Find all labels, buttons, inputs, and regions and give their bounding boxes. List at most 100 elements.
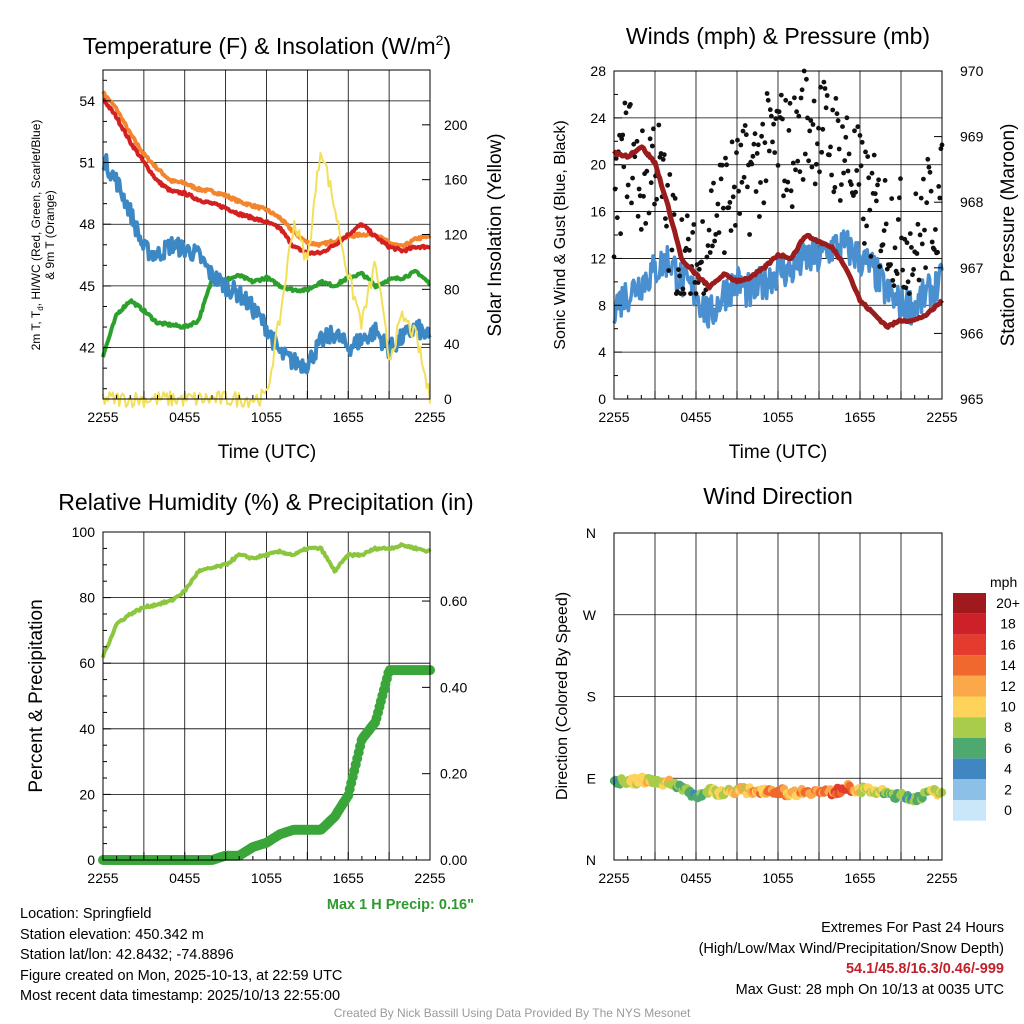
gust-point — [828, 144, 833, 150]
gust-point — [731, 184, 737, 190]
y2-tick-label: 965 — [960, 391, 984, 407]
gust-point — [877, 264, 883, 269]
gust-point — [739, 179, 745, 185]
gust-point — [723, 155, 728, 161]
legend-label: 6 — [1004, 740, 1012, 756]
x-tick-label: 2255 — [926, 409, 957, 425]
gust-point — [905, 279, 911, 285]
gust-point — [935, 249, 940, 255]
wind-panel: Winds (mph) & Pressure (mb) 2255 0455 1055… — [552, 23, 1019, 463]
gust-point — [869, 170, 875, 176]
gust-point — [897, 195, 902, 201]
gust-point — [646, 210, 652, 216]
gust-point — [795, 158, 801, 164]
gust-point — [757, 214, 762, 219]
gust-point — [788, 188, 794, 194]
gust-point — [854, 168, 860, 173]
station-info: Location: Springfield Station elevation:… — [20, 904, 342, 1007]
gust-point — [819, 149, 825, 155]
y-tick-label: 12 — [590, 250, 606, 266]
gust-point — [844, 115, 850, 121]
latlon-text: Station lat/lon: 42.8432; -74.8896 — [20, 947, 234, 963]
y-tick-label: 28 — [590, 63, 606, 79]
gust-point — [743, 132, 749, 138]
gust-point — [667, 172, 673, 177]
gust-point — [778, 92, 784, 98]
x-tick-label: 2255 — [598, 409, 629, 425]
x-tick-label: 1055 — [762, 409, 793, 425]
gust-point — [714, 213, 720, 219]
gust-point — [797, 169, 803, 175]
gust-point — [649, 143, 655, 149]
gust-point — [664, 223, 669, 229]
gust-point — [647, 136, 653, 142]
legend-swatch — [953, 779, 986, 800]
gust-point — [911, 267, 916, 272]
gust-point — [933, 227, 938, 232]
gust-point — [792, 95, 797, 101]
gust-point — [903, 285, 909, 291]
gust-point — [796, 113, 802, 119]
wind-title: Winds (mph) & Pressure (mb) — [626, 23, 930, 49]
gust-point — [681, 291, 687, 296]
gust-point — [807, 128, 813, 134]
y-tick-label: N — [586, 525, 596, 541]
gust-point — [840, 124, 845, 129]
y2-tick-label: 200 — [444, 117, 468, 133]
extremes-info: Extremes For Past 24 Hours (High/Low/Max… — [699, 918, 1004, 1000]
gust-point — [663, 216, 668, 222]
y-tick-label: 42 — [79, 340, 95, 356]
gust-point — [712, 238, 717, 244]
solar-ylabel: Solar Insolation (Yellow) — [485, 133, 506, 336]
gust-point — [914, 251, 920, 256]
gust-point — [808, 118, 814, 123]
max-precip-label: Max 1 H Precip: 0.16" — [326, 897, 474, 913]
gust-point — [722, 250, 727, 256]
gust-point — [837, 198, 843, 203]
gust-point — [810, 122, 816, 127]
x-tick-label: 0455 — [680, 870, 711, 886]
y2-tick-label: 970 — [960, 63, 984, 79]
gust-point — [641, 193, 646, 199]
legend-label: 16 — [1000, 636, 1016, 652]
gust-point — [845, 168, 851, 174]
legend-label: 14 — [1000, 657, 1016, 673]
gust-point — [643, 221, 649, 226]
gust-point — [867, 207, 873, 213]
gust-point — [690, 230, 696, 235]
legend-swatch — [953, 655, 986, 676]
gust-point — [860, 216, 866, 222]
gust-point — [705, 243, 711, 249]
extremes-values: 54.1/45.8/16.3/0.46/-999 — [845, 961, 1004, 977]
gust-point — [785, 179, 791, 185]
gust-point — [928, 188, 934, 194]
gust-point — [640, 128, 645, 134]
gust-point — [818, 84, 823, 90]
gust-point — [865, 154, 871, 160]
gust-point — [815, 141, 820, 147]
gust-point — [910, 272, 915, 278]
gust-point — [794, 109, 799, 115]
gust-point — [688, 291, 693, 296]
gust-point — [634, 138, 640, 144]
x-tick-label: 1655 — [844, 409, 875, 425]
gust-point — [619, 136, 625, 142]
gust-point — [811, 98, 817, 104]
gust-point — [710, 243, 715, 249]
y-tick-label: 54 — [79, 93, 95, 109]
gust-point — [834, 111, 840, 117]
gust-point — [761, 200, 767, 206]
temperature-ylabel: 2m T, Td, HI/WC (Red, Green, Scarlet/Blu… — [29, 120, 45, 351]
gust-point — [817, 169, 822, 175]
temperature-ylabel-line2: & 9m T (Orange) — [43, 190, 57, 280]
gust-point — [824, 93, 830, 98]
gust-point — [632, 154, 638, 160]
gust-point — [786, 127, 792, 133]
y-tick-label: 20 — [79, 786, 95, 802]
gust-point — [784, 187, 790, 193]
gust-point — [727, 200, 733, 205]
gust-point — [735, 137, 740, 143]
y2-tick-label: 0.40 — [440, 679, 467, 695]
x-tick-label: 2255 — [414, 409, 445, 425]
x-tick-label: 2255 — [598, 870, 629, 886]
